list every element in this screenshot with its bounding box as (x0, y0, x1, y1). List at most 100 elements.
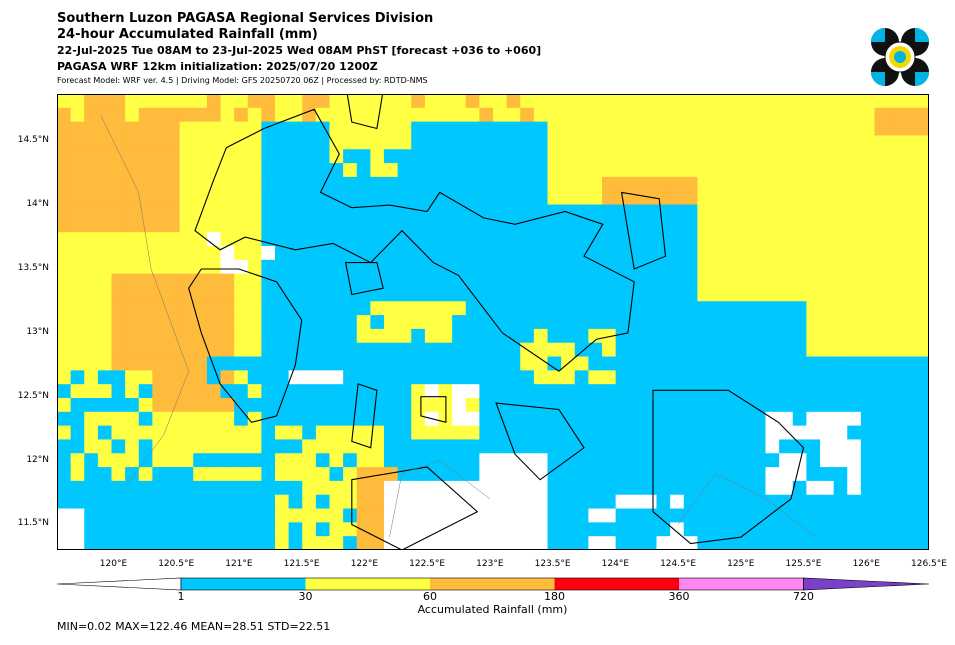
rainfall-grid-cell (166, 94, 181, 109)
rainfall-grid-cell (288, 190, 303, 206)
rainfall-grid-cell (397, 536, 412, 550)
rainfall-grid-cell (561, 190, 576, 206)
rainfall-grid-cell (465, 190, 480, 206)
rainfall-grid-cell (493, 246, 508, 261)
rainfall-grid-cell (315, 384, 331, 399)
rainfall-grid-cell (806, 439, 821, 454)
rainfall-grid-cell (57, 121, 72, 137)
rainfall-grid-cell (84, 467, 99, 482)
rainfall-grid-cell (329, 107, 344, 123)
rainfall-grid-cell (683, 439, 698, 454)
rainfall-grid-cell (547, 480, 562, 496)
rainfall-grid-cell (561, 328, 576, 344)
rainfall-grid-cell (901, 480, 916, 496)
rainfall-grid-cell (574, 508, 589, 523)
rainfall-grid-cell (724, 328, 739, 344)
rainfall-grid-cell (520, 190, 535, 206)
rainfall-grid-cell (424, 135, 440, 150)
rainfall-grid-cell (833, 356, 848, 371)
rainfall-grid-cell (329, 246, 344, 261)
rainfall-grid-cell (343, 384, 358, 399)
rainfall-grid-cell (847, 107, 862, 123)
rainfall-grid-cell (697, 536, 712, 550)
rainfall-grid-cell (384, 342, 399, 358)
rainfall-grid-cell (833, 218, 848, 233)
rainfall-grid-cell (206, 328, 222, 344)
rainfall-grid-cell (152, 273, 167, 289)
rainfall-grid-cell (629, 218, 644, 233)
rainfall-grid-cell (547, 246, 562, 261)
rainfall-grid-cell (206, 232, 222, 247)
lon-tick-label: 126°E (852, 559, 880, 569)
rainfall-grid-cell (574, 259, 589, 275)
rainfall-grid-cell (683, 370, 698, 385)
rainfall-grid-cell (738, 342, 753, 358)
rainfall-grid-cell (138, 218, 153, 233)
rainfall-grid-cell (642, 494, 658, 510)
rainfall-grid-cell (642, 522, 658, 537)
rainfall-grid-cell (806, 315, 821, 330)
rainfall-grid-cell (111, 536, 126, 550)
rainfall-grid-cell (424, 480, 440, 496)
rainfall-grid-cell (574, 232, 589, 247)
rainfall-grid-cell (547, 356, 562, 371)
rainfall-grid-cell (738, 494, 753, 510)
rainfall-grid-cell (683, 411, 698, 427)
rainfall-grid-cell (179, 342, 194, 358)
rainfall-grid-cell (602, 536, 617, 550)
rainfall-grid-cell (615, 398, 630, 413)
rainfall-grid-cell (411, 190, 426, 206)
rainfall-grid-cell (465, 356, 480, 371)
rainfall-grid-cell (97, 494, 113, 510)
rainfall-grid-cell (847, 522, 862, 537)
rainfall-grid-cell (670, 259, 685, 275)
rainfall-grid-cell (629, 453, 644, 468)
rainfall-grid-cell (874, 480, 889, 496)
rainfall-grid-cell (370, 508, 385, 523)
rainfall-grid-cell (247, 356, 262, 371)
rainfall-grid-cell (397, 94, 412, 109)
rainfall-grid-cell (220, 425, 235, 441)
rainfall-grid-cell (792, 384, 807, 399)
rainfall-grid-cell (438, 480, 453, 496)
rainfall-grid-cell (247, 398, 262, 413)
rainfall-grid-cell (452, 356, 467, 371)
rainfall-grid-cell (860, 522, 876, 537)
rainfall-grid-cell (506, 536, 521, 550)
rainfall-grid-cell (397, 176, 412, 192)
rainfall-grid-cell (888, 342, 903, 358)
rainfall-grid-cell (751, 301, 767, 316)
rainfall-grid-cell (424, 439, 440, 454)
rainfall-grid-cell (547, 273, 562, 289)
rainfall-grid-cell (152, 149, 167, 164)
rainfall-grid-cell (452, 425, 467, 441)
rainfall-grid-cell (206, 287, 222, 302)
rainfall-grid-cell (860, 467, 876, 482)
rainfall-grid-cell (847, 315, 862, 330)
rainfall-grid-cell (656, 163, 671, 178)
rainfall-grid-cell (125, 439, 140, 454)
rainfall-grid-cell (206, 204, 222, 219)
rainfall-grid-cell (97, 273, 113, 289)
rainfall-grid-cell (860, 204, 876, 219)
rainfall-grid-cell (57, 536, 72, 550)
rainfall-grid-cell (57, 176, 72, 192)
rainfall-grid-cell (629, 232, 644, 247)
rainfall-grid-cell (738, 453, 753, 468)
rainfall-grid-cell (533, 356, 549, 371)
rainfall-grid-cell (779, 204, 794, 219)
rainfall-grid-cell (615, 121, 630, 137)
rainfall-grid-cell (670, 384, 685, 399)
rainfall-grid-cell (411, 232, 426, 247)
rainfall-grid-cell (602, 480, 617, 496)
rainfall-grid-cell (506, 508, 521, 523)
rainfall-grid-cell (738, 356, 753, 371)
rainfall-grid-cell (97, 453, 113, 468)
rainfall-grid-cell (615, 176, 630, 192)
rainfall-grid-cell (602, 94, 617, 109)
rainfall-grid-cell (547, 149, 562, 164)
rainfall-grid-cell (724, 425, 739, 441)
rainfall-grid-cell (138, 328, 153, 344)
rainfall-grid-cell (452, 301, 467, 316)
rainfall-grid-cell (220, 190, 235, 206)
